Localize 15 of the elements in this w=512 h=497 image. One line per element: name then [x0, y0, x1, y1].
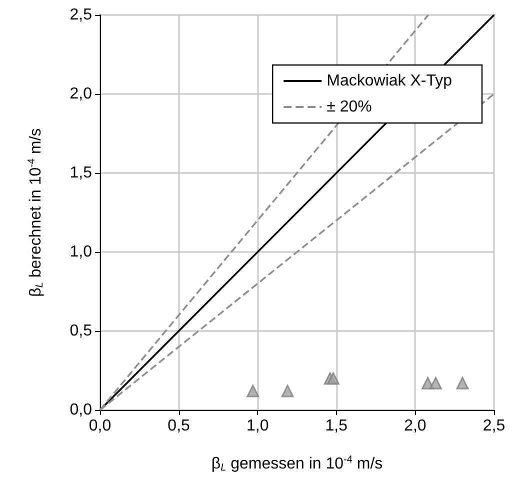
x-tick-label: 2,0 [404, 418, 426, 434]
legend-label: ± 20% [326, 98, 372, 116]
y-tick-label: 1,0 [70, 244, 92, 260]
y-tick-label: 1,5 [70, 164, 92, 182]
legend-label: Mackowiak X-Typ [326, 72, 452, 90]
x-tick-label: 1,5 [325, 418, 348, 434]
y-axis-title: βL berechnet in 10-4 m/s [26, 128, 46, 297]
x-tick-label: 0,0 [88, 418, 112, 434]
y-tick-label: 0,0 [70, 402, 92, 418]
x-tick-label: 2,5 [482, 418, 506, 434]
y-tick-label: 2,0 [70, 86, 92, 102]
y-tick-label: 0,5 [70, 322, 92, 340]
x-tick-label: 0,5 [168, 418, 190, 434]
x-tick-label: 1,0 [246, 418, 269, 434]
y-tick-label: 2,5 [70, 6, 92, 24]
